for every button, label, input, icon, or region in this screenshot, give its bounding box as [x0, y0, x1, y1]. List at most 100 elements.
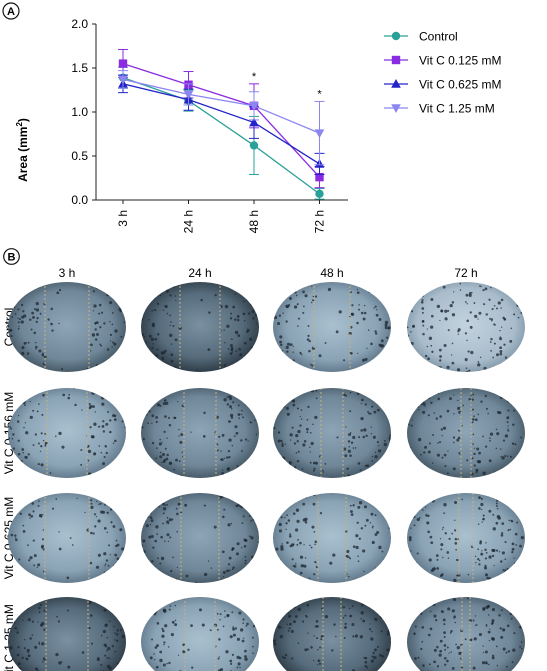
cell-dot	[438, 348, 442, 352]
cell-dot	[151, 309, 154, 312]
cell-dot	[437, 392, 440, 394]
cell-dot	[12, 447, 16, 450]
cell-dot	[313, 467, 316, 470]
cell-dot	[251, 610, 254, 613]
cell-dot	[478, 632, 483, 637]
series-group	[118, 66, 325, 200]
cell-dot	[307, 475, 311, 478]
cell-dot	[349, 315, 351, 318]
cell-dot	[442, 526, 444, 529]
cell-dot	[384, 326, 388, 330]
cell-dot	[442, 618, 446, 622]
cell-dot	[351, 622, 355, 626]
cell-dot	[359, 469, 362, 471]
cell-dot	[474, 555, 477, 557]
cell-dot	[285, 320, 288, 323]
cell-dot	[358, 308, 361, 311]
cell-dot	[159, 294, 162, 297]
cell-dot	[10, 533, 14, 537]
cell-dot	[348, 445, 351, 448]
cell-dot	[277, 618, 280, 621]
cell-dot	[513, 557, 515, 559]
cell-dot	[426, 345, 429, 348]
cell-dot	[523, 450, 525, 453]
cell-dot	[287, 612, 290, 614]
cell-dot	[491, 619, 495, 623]
cell-dot	[456, 438, 460, 442]
cell-dot	[8, 351, 12, 354]
cell-dot	[451, 361, 455, 365]
cell-dot	[505, 388, 509, 390]
cell-dot	[112, 442, 115, 445]
cell-dot	[16, 360, 18, 362]
cell-dot	[378, 545, 382, 550]
cell-dot	[413, 524, 416, 527]
cell-dot	[422, 324, 425, 327]
cell-dot	[422, 410, 426, 414]
cell-dot	[122, 402, 125, 406]
cell-dot	[156, 403, 161, 407]
cell-dot	[155, 361, 158, 364]
cell-dot	[300, 409, 303, 411]
cell-dot	[282, 404, 286, 408]
cell-dot	[441, 435, 443, 437]
cell-dot	[187, 648, 190, 651]
cell-dot	[298, 287, 301, 289]
cell-dot	[248, 289, 251, 292]
cell-dot	[469, 638, 473, 642]
cell-dot	[291, 291, 294, 294]
cell-dot	[352, 447, 355, 449]
cell-dot	[177, 654, 180, 656]
cell-dot	[297, 642, 300, 644]
cell-dot	[296, 407, 299, 410]
cell-dot	[382, 282, 385, 284]
cell-dot	[500, 448, 502, 450]
cell-dot	[36, 317, 39, 320]
cell-dot	[484, 566, 488, 570]
y-axis-label-end: )	[16, 118, 30, 122]
cell-dot	[483, 366, 487, 370]
y-tick-label: 0.0	[71, 193, 88, 207]
cell-dot	[496, 505, 498, 507]
cell-dot	[94, 328, 97, 331]
cell-dot	[109, 466, 113, 470]
cell-dot	[439, 649, 443, 653]
cell-dot	[424, 366, 428, 370]
cell-dot	[383, 465, 385, 467]
cell-dot	[522, 394, 524, 396]
cell-dot	[471, 421, 474, 424]
cell-dot	[362, 619, 366, 623]
cell-dot	[442, 285, 446, 289]
cell-dot	[252, 518, 255, 521]
cell-dot	[373, 410, 377, 414]
cell-dot	[370, 467, 375, 472]
cell-dot	[456, 574, 458, 577]
cell-dot	[236, 314, 240, 318]
cell-dot	[368, 628, 372, 631]
cell-dot	[298, 282, 302, 284]
cell-dot	[507, 425, 509, 427]
cell-dot	[179, 440, 183, 444]
cell-dot	[502, 316, 505, 320]
cell-dot	[274, 370, 276, 372]
cell-dot	[223, 329, 225, 331]
cell-dot	[504, 356, 508, 359]
series-line	[122, 77, 320, 195]
cell-dot	[441, 456, 444, 459]
cell-dot	[168, 518, 172, 522]
cell-dot	[236, 637, 241, 641]
cell-dot	[207, 348, 211, 352]
image-ellipse	[407, 282, 525, 372]
cell-dot	[412, 325, 415, 328]
cell-dot	[251, 636, 254, 639]
cell-dot	[41, 538, 44, 541]
cell-dot	[485, 407, 488, 410]
cell-dot	[478, 563, 481, 566]
cell-dot	[309, 363, 312, 366]
cell-dot	[288, 622, 292, 626]
cell-dot	[169, 294, 172, 297]
cell-dot	[88, 472, 92, 476]
cell-dot	[123, 567, 126, 571]
cell-dot	[431, 462, 434, 464]
cell-dot	[511, 547, 515, 551]
